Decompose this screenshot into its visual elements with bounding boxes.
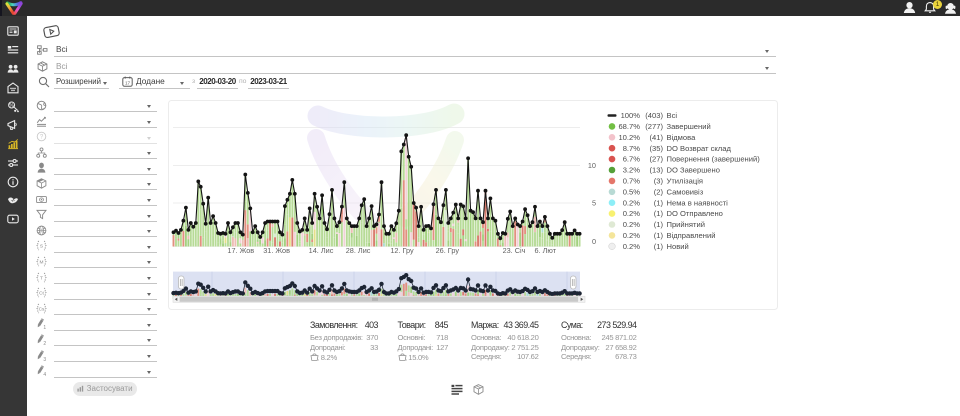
svg-text:0.2%: 0.2%: [623, 231, 641, 240]
svg-text:(27): (27): [649, 155, 663, 164]
svg-text:0.7%: 0.7%: [623, 177, 641, 186]
svg-text:6. Лют: 6. Лют: [535, 246, 557, 255]
svg-text:Ct: Ct: [39, 290, 44, 296]
svg-text:12. Гру: 12. Гру: [390, 246, 414, 255]
svg-text:Новий: Новий: [667, 242, 689, 251]
svg-text:0.2%: 0.2%: [623, 220, 641, 229]
svg-text:5: 5: [592, 199, 596, 208]
svg-text:(35): (35): [649, 144, 663, 153]
svg-text:4: 4: [43, 372, 46, 376]
svg-text:17: 17: [125, 80, 131, 85]
svg-text:T: T: [40, 275, 43, 281]
svg-text:8.7%: 8.7%: [623, 144, 641, 153]
svg-text:DO Завершено: DO Завершено: [667, 166, 720, 175]
svg-text:6.7%: 6.7%: [623, 155, 641, 164]
svg-text:Утилізація: Утилізація: [667, 177, 704, 186]
svg-text:0: 0: [592, 237, 596, 246]
svg-text:Cs: Cs: [39, 306, 45, 312]
svg-text:14. Лис: 14. Лис: [309, 246, 334, 255]
svg-text:100%: 100%: [621, 111, 641, 120]
svg-text:23. Січ: 23. Січ: [503, 246, 526, 255]
svg-text:0.2%: 0.2%: [623, 198, 641, 207]
svg-text:(3): (3): [654, 177, 664, 186]
svg-text:(277): (277): [645, 122, 663, 131]
svg-text:10.2%: 10.2%: [618, 133, 640, 142]
svg-text:3.2%: 3.2%: [623, 166, 641, 175]
svg-text:Всі: Всі: [667, 111, 678, 120]
svg-text:Відправлений: Відправлений: [667, 231, 716, 240]
svg-text:Відмова: Відмова: [667, 133, 697, 142]
svg-text:M: M: [40, 259, 44, 265]
svg-text:x: x: [318, 358, 319, 361]
svg-text:Прийнятий: Прийнятий: [667, 220, 705, 229]
svg-text:17. Жов: 17. Жов: [227, 246, 254, 255]
svg-text:(2): (2): [654, 187, 664, 196]
svg-text:Повернення (завершений): Повернення (завершений): [667, 155, 761, 164]
svg-text:(1): (1): [654, 209, 664, 218]
svg-text:Завершений: Завершений: [667, 122, 711, 131]
svg-text:0.5%: 0.5%: [623, 187, 641, 196]
svg-text:3: 3: [43, 356, 46, 360]
svg-text:0.2%: 0.2%: [623, 242, 641, 251]
svg-text:DO Возврат склад: DO Возврат склад: [667, 144, 732, 153]
svg-text:26. Гру: 26. Гру: [436, 246, 460, 255]
svg-text:2: 2: [43, 341, 46, 345]
svg-text:(1): (1): [654, 220, 664, 229]
svg-text:1: 1: [43, 325, 46, 329]
svg-text:31. Жов: 31. Жов: [263, 246, 290, 255]
svg-text:(1): (1): [654, 231, 664, 240]
svg-text:Самовивіз: Самовивіз: [667, 187, 704, 196]
svg-text:(41): (41): [649, 133, 663, 142]
svg-text:68.7%: 68.7%: [618, 122, 640, 131]
svg-text:S: S: [40, 244, 43, 250]
svg-text:?: ?: [40, 135, 44, 141]
svg-text:(1): (1): [654, 198, 664, 207]
svg-text:10: 10: [588, 161, 596, 170]
svg-text:x: x: [406, 358, 407, 361]
svg-text:28. Лис: 28. Лис: [346, 246, 371, 255]
svg-text:0.2%: 0.2%: [623, 209, 641, 218]
svg-text:%: %: [9, 103, 14, 109]
svg-text:DO Отправлено: DO Отправлено: [667, 209, 723, 218]
svg-text:Нема в наявності: Нема в наявності: [667, 198, 729, 207]
svg-text:(403): (403): [645, 111, 663, 120]
svg-text:(13): (13): [649, 166, 663, 175]
svg-text:(1): (1): [654, 242, 664, 251]
